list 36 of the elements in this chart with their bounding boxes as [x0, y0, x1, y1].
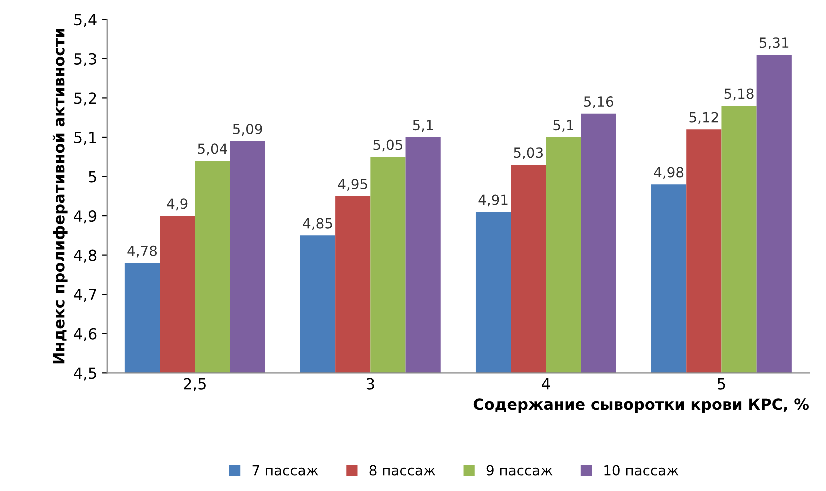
y-tick-label: 5,4 [74, 14, 97, 28]
y-tick-label: 5,2 [74, 92, 96, 106]
y-tick-label: 5,1 [74, 132, 96, 146]
y-axis-title: Индекс пролиферативной активности [52, 29, 68, 364]
data-label: 5,16 [584, 96, 614, 108]
data-label: 5,1 [413, 120, 434, 132]
data-label: 4,9 [167, 198, 188, 211]
legend-label: 7 пассаж [252, 465, 318, 476]
y-tick-label: 4,5 [74, 368, 96, 381]
data-label: 4,98 [654, 167, 684, 180]
x-tick-label: 3 [366, 378, 374, 390]
y-tick-label: 4,7 [74, 289, 96, 302]
data-label: 4,85 [303, 218, 332, 230]
data-label: 5,03 [514, 148, 543, 160]
data-label: 5,12 [690, 112, 718, 124]
data-label: 4,95 [338, 179, 368, 191]
x-axis-title: Содержание сыворотки крови КРС, % [474, 398, 809, 414]
x-tick-label: 5 [718, 378, 726, 390]
y-tick-label: 5,3 [74, 53, 96, 66]
x-tick-label: 2,5 [184, 378, 206, 392]
data-label: 5,18 [724, 88, 754, 101]
y-tick-label: 5 [89, 171, 96, 183]
data-label: 4,91 [478, 194, 508, 207]
y-tick-label: 4,6 [74, 328, 97, 342]
data-label: 5,09 [233, 124, 262, 136]
legend-label: 9 пассаж [486, 465, 553, 476]
data-label: 5,31 [760, 38, 789, 50]
y-tick-label: 4,8 [74, 250, 97, 263]
legend-label: 10 пассаж [604, 465, 679, 476]
data-label: 5,05 [374, 140, 402, 152]
legend-label: 8 пассаж [370, 465, 436, 476]
x-tick-label: 4 [542, 378, 550, 390]
data-label: 5,1 [554, 120, 574, 132]
y-tick-label: 4,9 [74, 210, 97, 224]
data-label: 4,78 [128, 246, 157, 258]
data-label: 5,04 [198, 144, 228, 156]
